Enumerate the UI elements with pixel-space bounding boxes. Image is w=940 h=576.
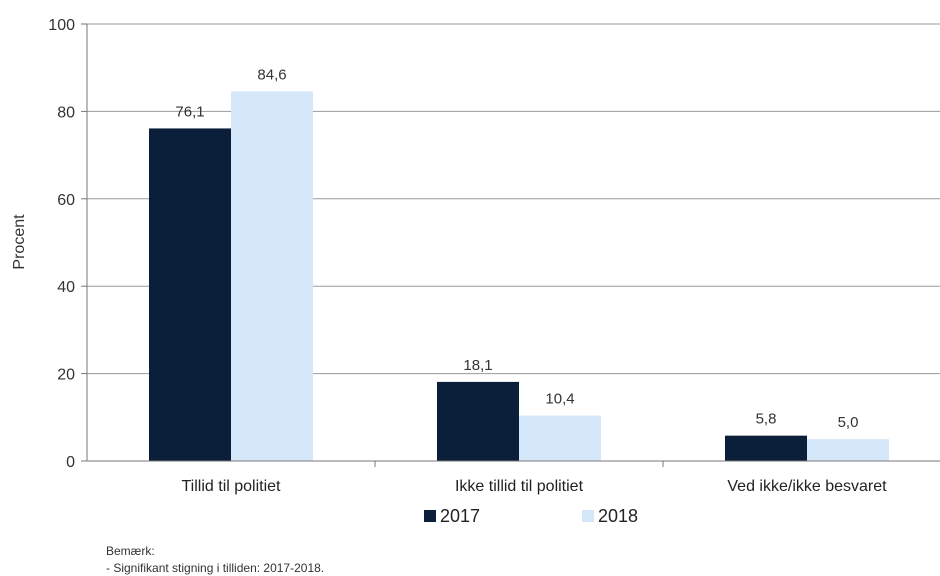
legend-label: 2018 [598,506,638,526]
x-category-label: Ved ikke/ikke besvaret [727,478,887,495]
bar-2017-3 [725,435,807,461]
data-label: 5,8 [756,411,777,428]
bar-chart: 0 20 40 60 80 100 76,1 84,6 Tillid til politiet… [11,17,940,526]
axes: 0 20 40 60 80 100 [48,17,940,471]
bar-2018-3 [807,439,889,461]
y-tick-label: 40 [57,279,75,296]
y-tick-label: 80 [57,104,75,121]
data-label: 76,1 [175,103,204,120]
bar-2017-2 [437,381,519,461]
bar-2018-1 [231,91,313,461]
x-category-label: Ikke tillid til politiet [455,478,584,495]
data-label: 10,4 [545,391,574,408]
y-tick-label: 0 [66,454,75,471]
legend-swatch-2018 [582,510,594,522]
y-tick-label: 60 [57,192,75,209]
y-tick-label: 100 [48,17,75,34]
y-tick-label: 20 [57,367,75,384]
data-label: 18,1 [463,357,492,374]
legend-swatch-2017 [424,510,436,522]
y-axis-label: Procent [11,214,28,270]
bars [149,91,889,461]
data-label: 84,6 [257,66,286,83]
note-title: Bemærk: [106,544,155,558]
data-label: 5,0 [838,414,859,431]
x-category-label: Tillid til politiet [182,478,282,495]
legend: 2017 2018 [424,506,638,526]
bar-2017-1 [149,128,231,461]
labels: 76,1 84,6 Tillid til politiet 18,1 10,4 Ikke … [175,66,887,495]
bar-2018-2 [519,415,601,461]
legend-label: 2017 [440,506,480,526]
note-text: - Signifikant stigning i tilliden: 2017-… [106,561,325,575]
